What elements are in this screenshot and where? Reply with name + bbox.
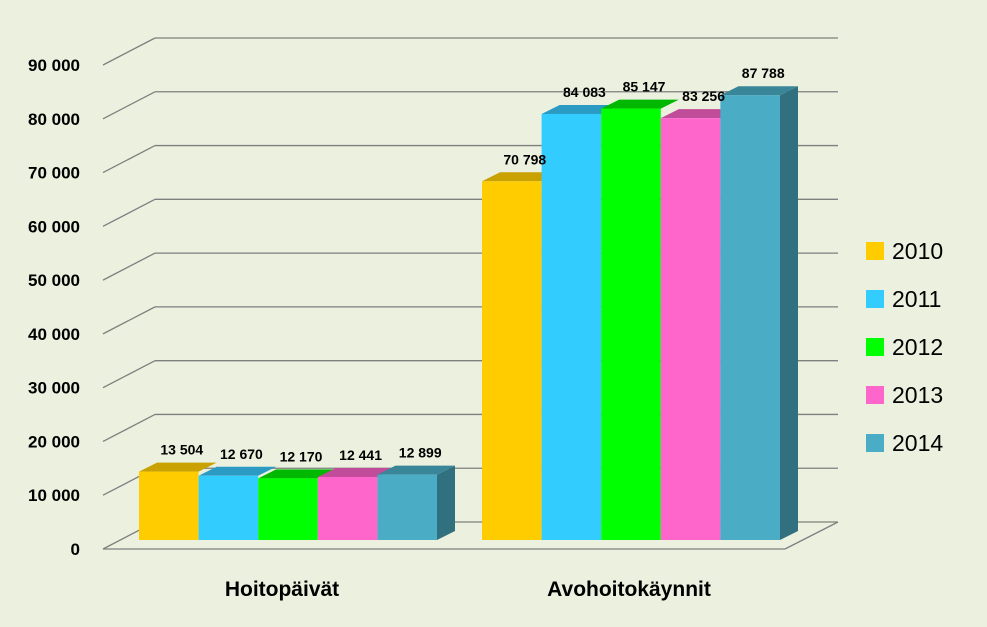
legend: 2010 2011 2012 2013 2014 <box>866 238 943 456</box>
data-label: 87 788 <box>742 65 785 81</box>
y-tick-label: 90 000 <box>28 56 80 75</box>
legend-swatch <box>866 242 884 260</box>
bar <box>258 469 336 540</box>
data-label: 12 441 <box>339 447 382 463</box>
legend-label: 2014 <box>892 430 943 456</box>
y-tick-label: 70 000 <box>28 164 80 183</box>
gridline <box>102 37 838 66</box>
bar <box>317 467 396 540</box>
y-tick-label: 0 <box>71 540 80 559</box>
bar <box>660 109 739 540</box>
legend-swatch <box>866 290 884 308</box>
y-tick-label: 40 000 <box>28 325 80 344</box>
bar <box>139 462 217 540</box>
bar <box>541 104 620 541</box>
y-tick-label: 10 000 <box>28 486 80 505</box>
bar <box>198 466 277 540</box>
legend-swatch <box>866 386 884 404</box>
data-label: 13 504 <box>160 442 203 458</box>
y-tick-label: 60 000 <box>28 217 80 236</box>
x-category-label: Avohoitokäynnit <box>547 578 711 601</box>
y-tick-label: 80 000 <box>28 110 80 129</box>
bar <box>377 465 455 540</box>
legend-item: 2012 <box>866 334 943 360</box>
legend-item: 2010 <box>866 238 943 264</box>
bar <box>720 86 798 541</box>
bar <box>482 172 560 540</box>
data-label: 83 256 <box>682 88 725 104</box>
data-label: 12 899 <box>399 445 442 461</box>
bars <box>139 86 798 541</box>
legend-label: 2011 <box>892 286 941 312</box>
x-category-label: Hoitopäivät <box>225 578 339 601</box>
y-tick-label: 30 000 <box>28 379 80 398</box>
legend-swatch <box>866 434 884 452</box>
legend-item: 2014 <box>866 430 943 456</box>
legend-label: 2013 <box>892 382 943 408</box>
x-axis-categories: Hoitopäivät Avohoitokäynnit <box>225 578 711 601</box>
legend-item: 2011 <box>866 286 941 312</box>
floor <box>103 521 839 550</box>
y-tick-label: 50 000 <box>28 271 80 290</box>
legend-item: 2013 <box>866 382 943 408</box>
data-label: 84 083 <box>563 84 606 100</box>
legend-label: 2010 <box>892 238 943 264</box>
gridline <box>102 91 838 120</box>
data-label: 85 147 <box>623 79 666 95</box>
data-label: 70 798 <box>503 151 546 167</box>
legend-swatch <box>866 338 884 356</box>
bar <box>601 99 679 540</box>
y-tick-label: 20 000 <box>28 432 80 451</box>
data-label: 12 670 <box>220 446 263 462</box>
data-labels: 13 504 12 670 12 170 12 441 12 899 70 798 84 0… <box>160 65 784 464</box>
legend-label: 2012 <box>892 334 943 360</box>
data-label: 12 170 <box>280 448 323 464</box>
y-axis-ticks: 0 10 000 20 000 30 000 40 000 50 000 60 000 70 … <box>28 56 80 559</box>
